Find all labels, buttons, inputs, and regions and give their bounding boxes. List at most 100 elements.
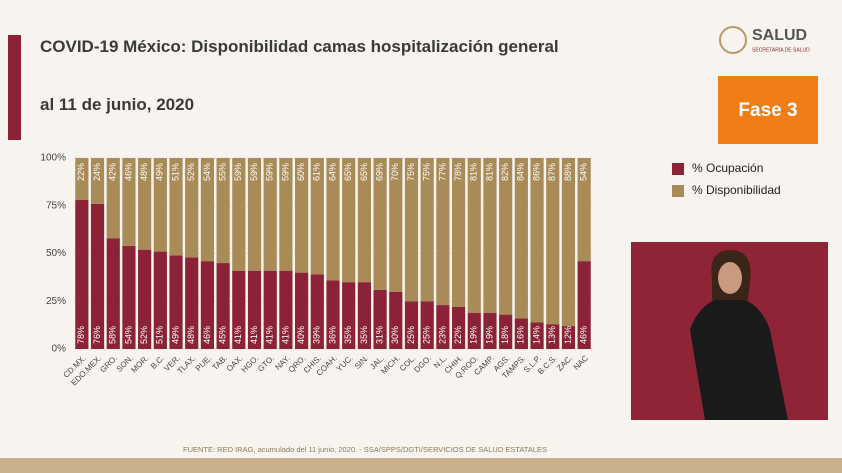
phase-text: Fase 3 bbox=[738, 100, 797, 121]
value-label: 31% bbox=[374, 326, 384, 344]
chart-subtitle: al 11 de junio, 2020 bbox=[40, 95, 194, 114]
bar-segment bbox=[514, 158, 528, 319]
value-label: 49% bbox=[170, 326, 180, 344]
value-label: 48% bbox=[139, 163, 149, 181]
bar-segment bbox=[153, 251, 167, 349]
bar-segment bbox=[232, 270, 246, 349]
bar-segment bbox=[357, 282, 371, 349]
bar-segment bbox=[451, 306, 466, 349]
bar-segment bbox=[420, 158, 434, 302]
value-label: 75% bbox=[406, 163, 416, 181]
value-label: 45% bbox=[217, 326, 227, 344]
value-label: 87% bbox=[547, 163, 557, 181]
bar-segment bbox=[310, 158, 324, 275]
bar-segment bbox=[357, 158, 371, 283]
bar-segment bbox=[279, 270, 293, 349]
value-label: 14% bbox=[531, 326, 541, 344]
bar-segment bbox=[483, 158, 497, 313]
bar-segment bbox=[499, 314, 513, 349]
bar-segment bbox=[577, 261, 591, 349]
value-label: 41% bbox=[280, 326, 290, 344]
phase-badge bbox=[718, 76, 818, 144]
legend-label: % Ocupación bbox=[692, 161, 763, 175]
value-label: 46% bbox=[123, 163, 133, 181]
value-label: 36% bbox=[327, 326, 337, 344]
bar-segment bbox=[247, 158, 262, 271]
value-label: 75% bbox=[422, 163, 432, 181]
value-label: 42% bbox=[108, 163, 118, 181]
logo-emblem bbox=[719, 26, 747, 54]
bar-segment bbox=[451, 158, 466, 307]
bar-segment bbox=[561, 158, 576, 327]
bar-segment bbox=[546, 324, 560, 349]
bar-segment bbox=[404, 301, 419, 349]
value-label: 59% bbox=[265, 163, 275, 181]
value-label: 35% bbox=[359, 326, 369, 344]
value-label: 77% bbox=[437, 163, 447, 181]
bar-segment bbox=[185, 257, 199, 349]
value-label: 52% bbox=[186, 163, 196, 181]
bar-segment bbox=[404, 158, 419, 302]
bar-segment bbox=[169, 255, 183, 349]
value-label: 48% bbox=[186, 326, 196, 344]
bar-segment bbox=[263, 270, 277, 349]
bar-segment bbox=[138, 249, 152, 349]
value-label: 76% bbox=[92, 326, 102, 344]
bar-segment bbox=[200, 158, 215, 262]
value-label: 81% bbox=[469, 163, 479, 181]
bar-segment bbox=[106, 238, 120, 349]
value-label: 19% bbox=[469, 326, 479, 344]
value-label: 51% bbox=[155, 326, 165, 344]
bar-segment bbox=[90, 158, 105, 204]
value-label: 16% bbox=[516, 326, 526, 344]
value-label: 78% bbox=[453, 163, 463, 181]
interpreter bbox=[690, 250, 788, 420]
value-label: 23% bbox=[437, 326, 447, 344]
legend-swatch bbox=[672, 163, 684, 175]
legend-swatch bbox=[672, 185, 684, 197]
bar-segment bbox=[373, 158, 387, 290]
bar-segment bbox=[295, 272, 309, 349]
bar-segment bbox=[389, 291, 403, 349]
bar-segment bbox=[420, 301, 434, 349]
value-label: 41% bbox=[265, 326, 275, 344]
bar-segment bbox=[75, 158, 89, 201]
bar-segment bbox=[326, 158, 340, 281]
value-label: 51% bbox=[170, 163, 180, 181]
value-label: 59% bbox=[249, 163, 259, 181]
bar-segment bbox=[295, 158, 309, 273]
bar-segment bbox=[561, 326, 576, 349]
bar-segment bbox=[138, 158, 152, 250]
bar-segment bbox=[499, 158, 513, 315]
bar-segment bbox=[122, 245, 136, 349]
value-label: 55% bbox=[217, 163, 227, 181]
legend-label: % Disponibilidad bbox=[692, 183, 781, 197]
value-label: 12% bbox=[563, 326, 573, 344]
bar-segment bbox=[483, 312, 497, 349]
value-label: 78% bbox=[76, 326, 86, 344]
bar-segment bbox=[106, 158, 120, 239]
bar-segment bbox=[530, 158, 544, 323]
bar-segment bbox=[169, 158, 183, 256]
bar-segment bbox=[436, 305, 450, 349]
value-label: 13% bbox=[547, 326, 557, 344]
bar-segment bbox=[90, 203, 105, 349]
value-label: 82% bbox=[500, 163, 510, 181]
value-label: 59% bbox=[233, 163, 243, 181]
bar-segment bbox=[530, 322, 544, 349]
bar-segment bbox=[75, 200, 89, 349]
bar-segment bbox=[153, 158, 167, 252]
value-label: 46% bbox=[202, 326, 212, 344]
value-label: 35% bbox=[343, 326, 353, 344]
y-tick-label: 100% bbox=[40, 153, 66, 164]
bar-segment bbox=[389, 158, 403, 292]
y-tick-label: 75% bbox=[46, 200, 66, 211]
bar-segment bbox=[216, 158, 230, 264]
footer-bar bbox=[0, 458, 842, 473]
bar-segment bbox=[373, 289, 387, 349]
value-label: 22% bbox=[76, 163, 86, 181]
value-label: 40% bbox=[296, 326, 306, 344]
bar-segment bbox=[279, 158, 293, 271]
bar-segment bbox=[232, 158, 246, 271]
